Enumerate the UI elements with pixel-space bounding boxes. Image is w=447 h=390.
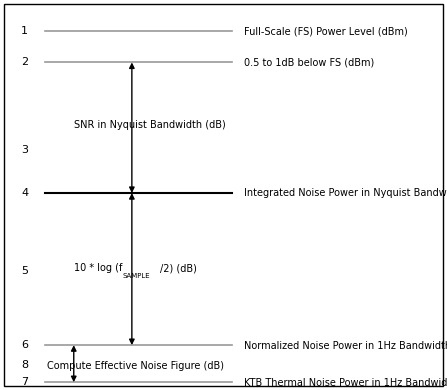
Text: 1: 1 [21,26,28,36]
Text: SAMPLE: SAMPLE [122,273,150,279]
Text: SNR in Nyquist Bandwidth (dB): SNR in Nyquist Bandwidth (dB) [74,120,225,130]
Text: Integrated Noise Power in Nyquist Bandwidth (dBm): Integrated Noise Power in Nyquist Bandwi… [244,188,447,198]
Text: 6: 6 [21,340,28,350]
Text: /2) (dB): /2) (dB) [160,263,196,273]
Text: 7: 7 [21,377,28,387]
Text: KTB Thermal Noise Power in 1Hz Bandwidth (dBm): KTB Thermal Noise Power in 1Hz Bandwidth… [244,377,447,387]
Text: 4: 4 [21,188,28,198]
Text: 2: 2 [21,57,28,67]
Text: 3: 3 [21,145,28,155]
Text: 0.5 to 1dB below FS (dBm): 0.5 to 1dB below FS (dBm) [244,57,374,67]
Text: Full-Scale (FS) Power Level (dBm): Full-Scale (FS) Power Level (dBm) [244,26,407,36]
Text: Compute Effective Noise Figure (dB): Compute Effective Noise Figure (dB) [47,361,224,371]
Text: 10 * log (f: 10 * log (f [74,263,122,273]
Text: 8: 8 [21,360,28,370]
Text: 5: 5 [21,266,28,276]
Text: Normalized Noise Power in 1Hz Bandwidth (dBm): Normalized Noise Power in 1Hz Bandwidth … [244,340,447,350]
